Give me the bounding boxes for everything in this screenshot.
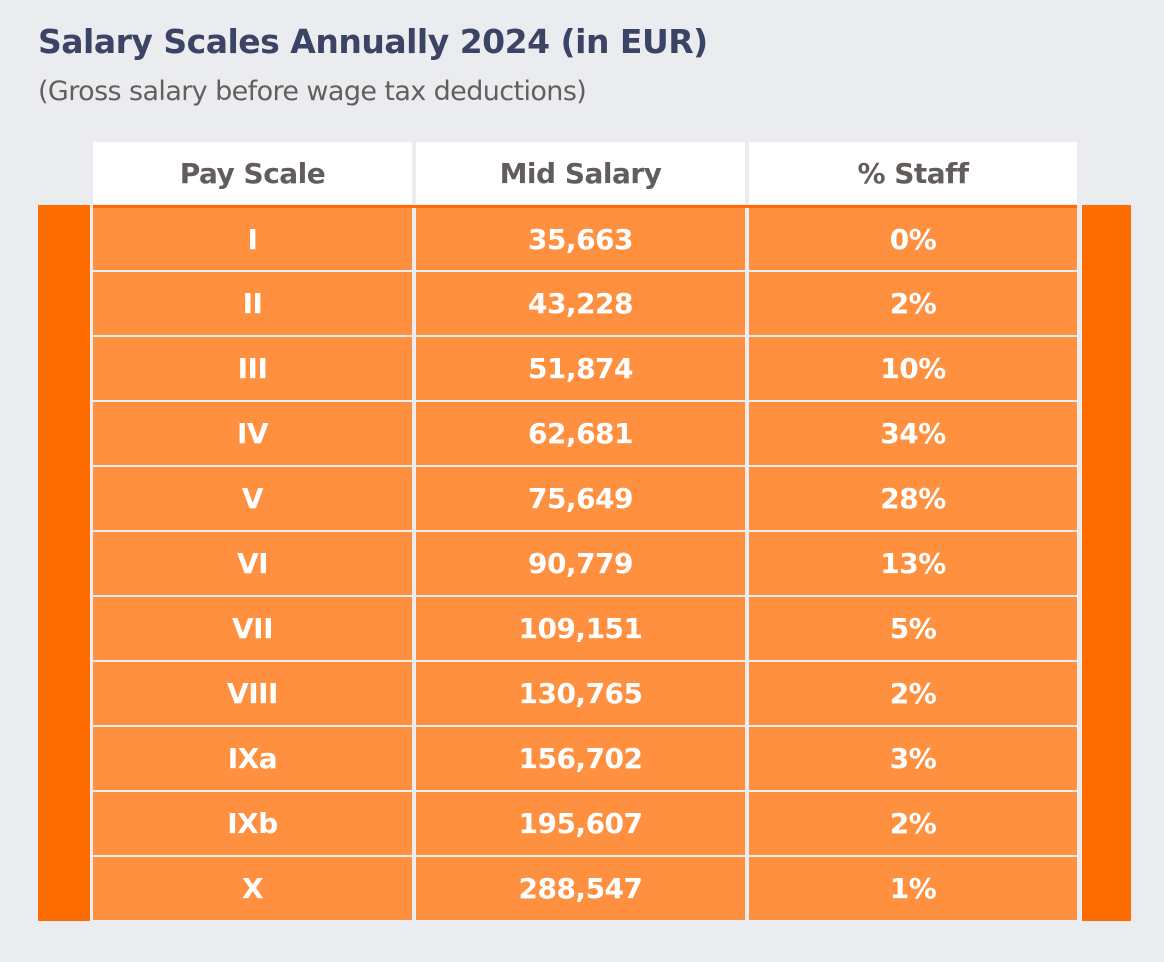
cell-mid-salary: 288,547 <box>416 857 745 920</box>
cell-pay-scale: X <box>93 857 412 920</box>
table-row: VI 90,779 13% <box>93 532 1077 595</box>
header-pay-scale: Pay Scale <box>93 142 412 204</box>
cell-pay-scale: I <box>93 208 412 270</box>
table-row: IXb 195,607 2% <box>93 792 1077 855</box>
table-row: VIII 130,765 2% <box>93 662 1077 725</box>
header-percent-staff: % Staff <box>749 142 1077 204</box>
cell-percent-staff: 2% <box>749 792 1077 855</box>
cell-mid-salary: 90,779 <box>416 532 745 595</box>
table-row: IV 62,681 34% <box>93 402 1077 465</box>
cell-percent-staff: 0% <box>749 208 1077 270</box>
cell-percent-staff: 28% <box>749 467 1077 530</box>
page-title: Salary Scales Annually 2024 (in EUR) <box>38 22 708 61</box>
cell-mid-salary: 51,874 <box>416 337 745 400</box>
cell-mid-salary: 62,681 <box>416 402 745 465</box>
cell-pay-scale: VII <box>93 597 412 660</box>
cell-pay-scale: IXa <box>93 727 412 790</box>
cell-pay-scale: V <box>93 467 412 530</box>
cell-pay-scale: VI <box>93 532 412 595</box>
page-subtitle: (Gross salary before wage tax deductions… <box>38 76 587 107</box>
cell-percent-staff: 34% <box>749 402 1077 465</box>
table-body: I 35,663 0% II 43,228 2% III 51,874 10% IV 62,681 3… <box>93 205 1077 922</box>
cell-percent-staff: 5% <box>749 597 1077 660</box>
cell-percent-staff: 2% <box>749 662 1077 725</box>
cell-percent-staff: 10% <box>749 337 1077 400</box>
cell-pay-scale: IV <box>93 402 412 465</box>
left-accent-bar <box>38 205 90 921</box>
cell-percent-staff: 13% <box>749 532 1077 595</box>
cell-mid-salary: 109,151 <box>416 597 745 660</box>
cell-pay-scale: III <box>93 337 412 400</box>
table-row: VII 109,151 5% <box>93 597 1077 660</box>
cell-mid-salary: 75,649 <box>416 467 745 530</box>
cell-pay-scale: II <box>93 272 412 335</box>
cell-mid-salary: 130,765 <box>416 662 745 725</box>
table-row: II 43,228 2% <box>93 272 1077 335</box>
right-accent-bar <box>1082 205 1131 921</box>
table-header: Pay Scale Mid Salary % Staff <box>93 142 1077 204</box>
table-row: I 35,663 0% <box>93 205 1077 270</box>
cell-mid-salary: 43,228 <box>416 272 745 335</box>
header-mid-salary: Mid Salary <box>416 142 745 204</box>
cell-pay-scale: VIII <box>93 662 412 725</box>
cell-mid-salary: 195,607 <box>416 792 745 855</box>
cell-percent-staff: 1% <box>749 857 1077 920</box>
table-row: III 51,874 10% <box>93 337 1077 400</box>
table-row: V 75,649 28% <box>93 467 1077 530</box>
cell-pay-scale: IXb <box>93 792 412 855</box>
cell-percent-staff: 3% <box>749 727 1077 790</box>
table-row: X 288,547 1% <box>93 857 1077 920</box>
table-row: IXa 156,702 3% <box>93 727 1077 790</box>
cell-percent-staff: 2% <box>749 272 1077 335</box>
cell-mid-salary: 156,702 <box>416 727 745 790</box>
cell-mid-salary: 35,663 <box>416 208 745 270</box>
